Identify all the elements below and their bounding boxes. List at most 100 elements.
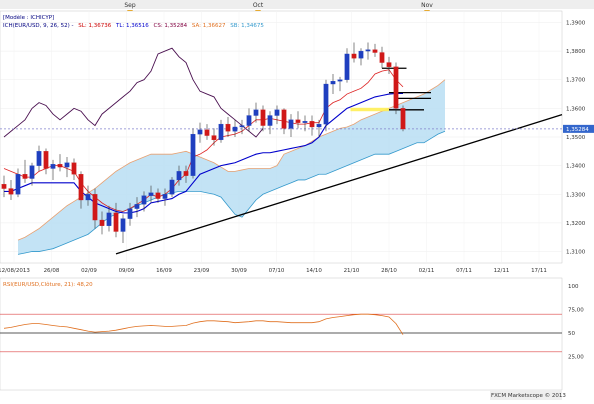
candle (183, 165, 189, 183)
candle-body-down (183, 171, 189, 176)
candle-body-down (92, 194, 98, 221)
legend-sa: SA: 1,36627 (192, 23, 226, 29)
candle-body-up (344, 53, 350, 80)
candle (85, 185, 91, 206)
date-tick-label: 23/09 (194, 268, 210, 274)
rsi-level-lines (0, 313, 562, 353)
candle (127, 202, 133, 226)
candle (323, 79, 329, 132)
candle (92, 188, 98, 229)
candle (365, 42, 371, 60)
highlight-zone[interactable] (350, 107, 390, 112)
legend-sl: SL: 1,36736 (78, 23, 111, 29)
candle-body-down (260, 109, 266, 126)
candle-body-up (197, 129, 203, 135)
date-tick-label: 02/09 (81, 268, 97, 274)
candle-body-up (127, 208, 133, 219)
ichimoku-legend-label: ICH(EUR/USD, 9, 26, 52) - (3, 23, 74, 29)
candle-body-up (36, 151, 42, 166)
candle (218, 119, 224, 143)
candle (22, 159, 28, 183)
date-tick-label: 16/09 (156, 268, 172, 274)
trendline[interactable] (115, 114, 563, 255)
candle (330, 74, 336, 95)
grid-lines (0, 11, 562, 263)
candle-body-up (29, 165, 35, 179)
candle (36, 145, 42, 172)
candle (225, 116, 231, 137)
candle (351, 42, 357, 63)
candle-body-up (190, 133, 196, 176)
candle (141, 191, 147, 212)
candle-body-down (57, 164, 63, 168)
month-label-oct: Oct (253, 2, 264, 9)
candle-body-down (393, 66, 399, 109)
last-price-tag: 1,35284 (563, 124, 594, 133)
branding-label: FXCM Marketscope © 2013 (491, 392, 566, 399)
candle (50, 159, 56, 180)
candle-body-up (239, 125, 245, 128)
price-axis[interactable]: 1,3900 1,3800 1,3700 1,3600 1,3500 1,3400 1,33… (566, 20, 586, 255)
price-tick-label: 1,3400 (566, 164, 586, 170)
date-axis[interactable]: 12/08/2013 26/08 02/09 09/09 16/09 23/09 30/09… (0, 268, 547, 274)
candle (400, 105, 406, 132)
price-tick-label: 1,3800 (566, 49, 586, 55)
candle-body-up (169, 179, 175, 195)
candle (358, 48, 364, 66)
candle (393, 62, 399, 115)
candle (288, 114, 294, 137)
candle (281, 108, 287, 135)
senkou-span-b-line (17, 130, 446, 255)
date-tick-label: 12/08/2013 (0, 268, 30, 274)
candle (246, 108, 252, 132)
rsi-tick-label: 50 (568, 331, 575, 337)
price-tick-label: 1,3700 (566, 78, 586, 84)
rsi-legend: RSI(EUR/USD,Clôture, 21): 48,20 (3, 281, 93, 288)
candle-body-up (106, 212, 112, 226)
candle (190, 128, 196, 179)
kijun-sen-line (4, 92, 403, 214)
last-price-label: 1,35284 (566, 127, 589, 133)
candle-body-up (162, 194, 168, 199)
candle (57, 154, 63, 172)
rsi-panel[interactable]: RSI(EUR/USD,Clôture, 21): 48,20 (0, 277, 563, 391)
candle (43, 148, 49, 175)
candle (134, 197, 140, 218)
candle-body-down (43, 151, 49, 169)
date-tick-label: 09/09 (119, 268, 135, 274)
ichimoku-legend: ICH(EUR/USD, 9, 26, 52) - SL: 1,36736 TL… (3, 23, 264, 29)
price-tick-label: 1,3600 (566, 106, 586, 112)
date-tick-label: 21/10 (344, 268, 360, 274)
candle (78, 171, 84, 209)
candle-body-down (295, 119, 301, 123)
date-tick-label: 17/11 (531, 268, 547, 274)
candle (316, 119, 322, 137)
candle-body-up (50, 164, 56, 169)
candle-body-up (323, 83, 329, 125)
rsi-line (3, 313, 404, 335)
candle-body-up (316, 123, 322, 128)
candle (274, 105, 280, 125)
price-tick-label: 1,3900 (566, 20, 586, 26)
candle (372, 43, 378, 57)
price-tick-label: 1,3500 (566, 135, 586, 141)
candle (162, 188, 168, 206)
template-label: [Modèle : ICHICYP] (3, 14, 54, 21)
candle (113, 202, 119, 238)
candle-body-up (253, 109, 259, 116)
candle (253, 102, 259, 123)
rsi-axis[interactable]: 100 75,00 50 25,00 (568, 284, 584, 361)
candle-body-down (400, 108, 406, 130)
candle-body-up (330, 81, 336, 85)
candle (64, 157, 70, 178)
candle-body-down (351, 53, 357, 59)
candle-body-up (358, 50, 364, 59)
price-panel[interactable]: [Modèle : ICHICYP] ICH(EUR/USD, 9, 26, 5… (0, 10, 563, 264)
legend-cs: CS: 1,35284 (153, 23, 187, 29)
candle-body-up (176, 171, 182, 181)
candle-body-down (8, 188, 14, 195)
candle-body-up (148, 192, 154, 196)
candle (232, 119, 238, 137)
